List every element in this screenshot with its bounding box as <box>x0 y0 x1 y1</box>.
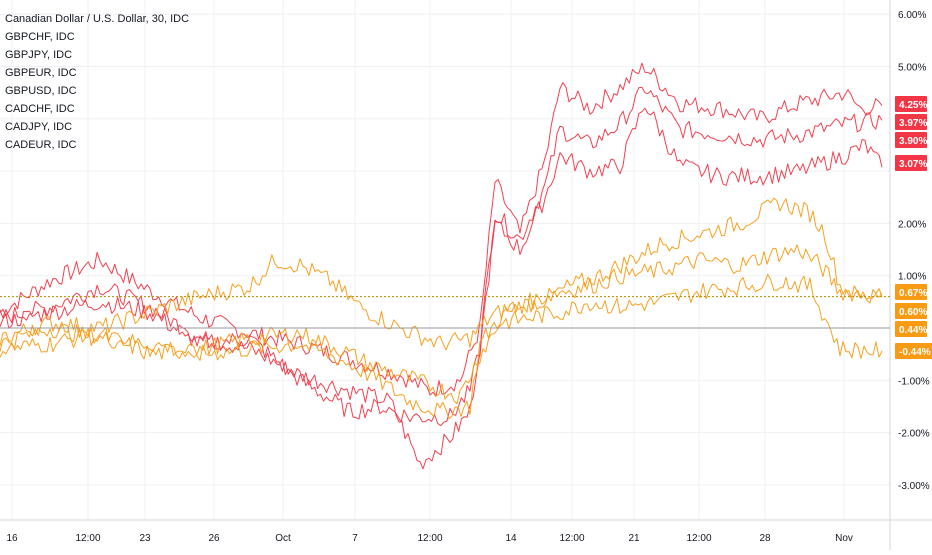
end-label-text: 0.67% <box>899 288 927 299</box>
end-label-text: 0.44% <box>899 325 927 336</box>
y-tick-label: -2.00% <box>898 429 930 440</box>
x-tick-label: 28 <box>759 533 771 544</box>
x-tick-label: 7 <box>352 533 358 544</box>
x-tick-label: 23 <box>139 533 151 544</box>
reference-lines <box>0 296 890 329</box>
legend-item[interactable]: CADCHF, IDC <box>5 103 75 115</box>
end-label-badge <box>895 321 927 337</box>
x-tick-labels: 16 12:00 23 26 Oct 7 12:00 14 12:00 21 12:00 28 Nov <box>6 533 852 544</box>
legend: Canadian Dollar / U.S. Dollar, 30, IDC G… <box>5 10 189 154</box>
end-label-text: 3.97% <box>899 118 927 129</box>
end-label-badge <box>895 132 927 148</box>
x-tick-label: Oct <box>275 533 291 544</box>
legend-item[interactable]: GBPUSD, IDC <box>5 85 77 97</box>
legend-item[interactable]: GBPEUR, IDC <box>5 67 77 79</box>
end-label-text: 3.07% <box>899 159 927 170</box>
y-tick-label: 1.00% <box>898 272 926 283</box>
end-label-text: 0.60% <box>899 307 927 318</box>
x-tick-label: 12:00 <box>75 533 100 544</box>
x-tick-label: 16 <box>6 533 18 544</box>
legend-item[interactable]: CADJPY, IDC <box>5 121 73 133</box>
x-tick-label: 12:00 <box>417 533 442 544</box>
x-tick-label: 21 <box>628 533 640 544</box>
series-layer <box>0 62 883 470</box>
y-tick-label: 6.00% <box>898 10 926 21</box>
end-label-text: 3.90% <box>899 136 927 147</box>
x-tick-label: Nov <box>835 533 853 544</box>
x-tick-label: 26 <box>208 533 220 544</box>
x-tick-label: 12:00 <box>559 533 584 544</box>
end-labels: 4.25% 3.97% 3.90% 3.07% 0.67% 0.60% 0.44% -0.44… <box>895 96 932 359</box>
legend-item[interactable]: GBPCHF, IDC <box>5 31 75 43</box>
series-line-6[interactable] <box>0 273 883 405</box>
end-label-badge <box>895 303 927 319</box>
end-label-text: -0.44% <box>899 347 931 358</box>
series-line-2[interactable] <box>0 86 883 470</box>
y-tick-label: -1.00% <box>898 376 930 387</box>
series-line-5[interactable] <box>0 244 883 420</box>
end-label-badge <box>895 114 927 130</box>
series-line-4[interactable] <box>0 197 883 351</box>
y-tick-labels: 6.00% 5.00% 2.00% 1.00% -1.00% -2.00% -3.00% <box>898 10 930 492</box>
x-tick-label: 12:00 <box>686 533 711 544</box>
grid-layer <box>0 0 890 520</box>
legend-item[interactable]: GBPJPY, IDC <box>5 49 73 61</box>
end-label-badge <box>895 96 927 112</box>
end-label-badge <box>895 284 927 300</box>
series-line-3[interactable] <box>0 107 883 427</box>
y-tick-label: 5.00% <box>898 63 926 74</box>
end-label-text: 4.25% <box>899 100 927 111</box>
end-label-badge <box>895 155 927 171</box>
x-tick-label: 14 <box>505 533 517 544</box>
end-label-badge <box>895 343 932 359</box>
legend-item[interactable]: CADEUR, IDC <box>5 139 77 151</box>
y-tick-label: 2.00% <box>898 219 926 230</box>
y-tick-label: -3.00% <box>898 481 930 492</box>
chart-title[interactable]: Canadian Dollar / U.S. Dollar, 30, IDC <box>5 13 190 25</box>
series-line-1[interactable] <box>0 62 883 397</box>
